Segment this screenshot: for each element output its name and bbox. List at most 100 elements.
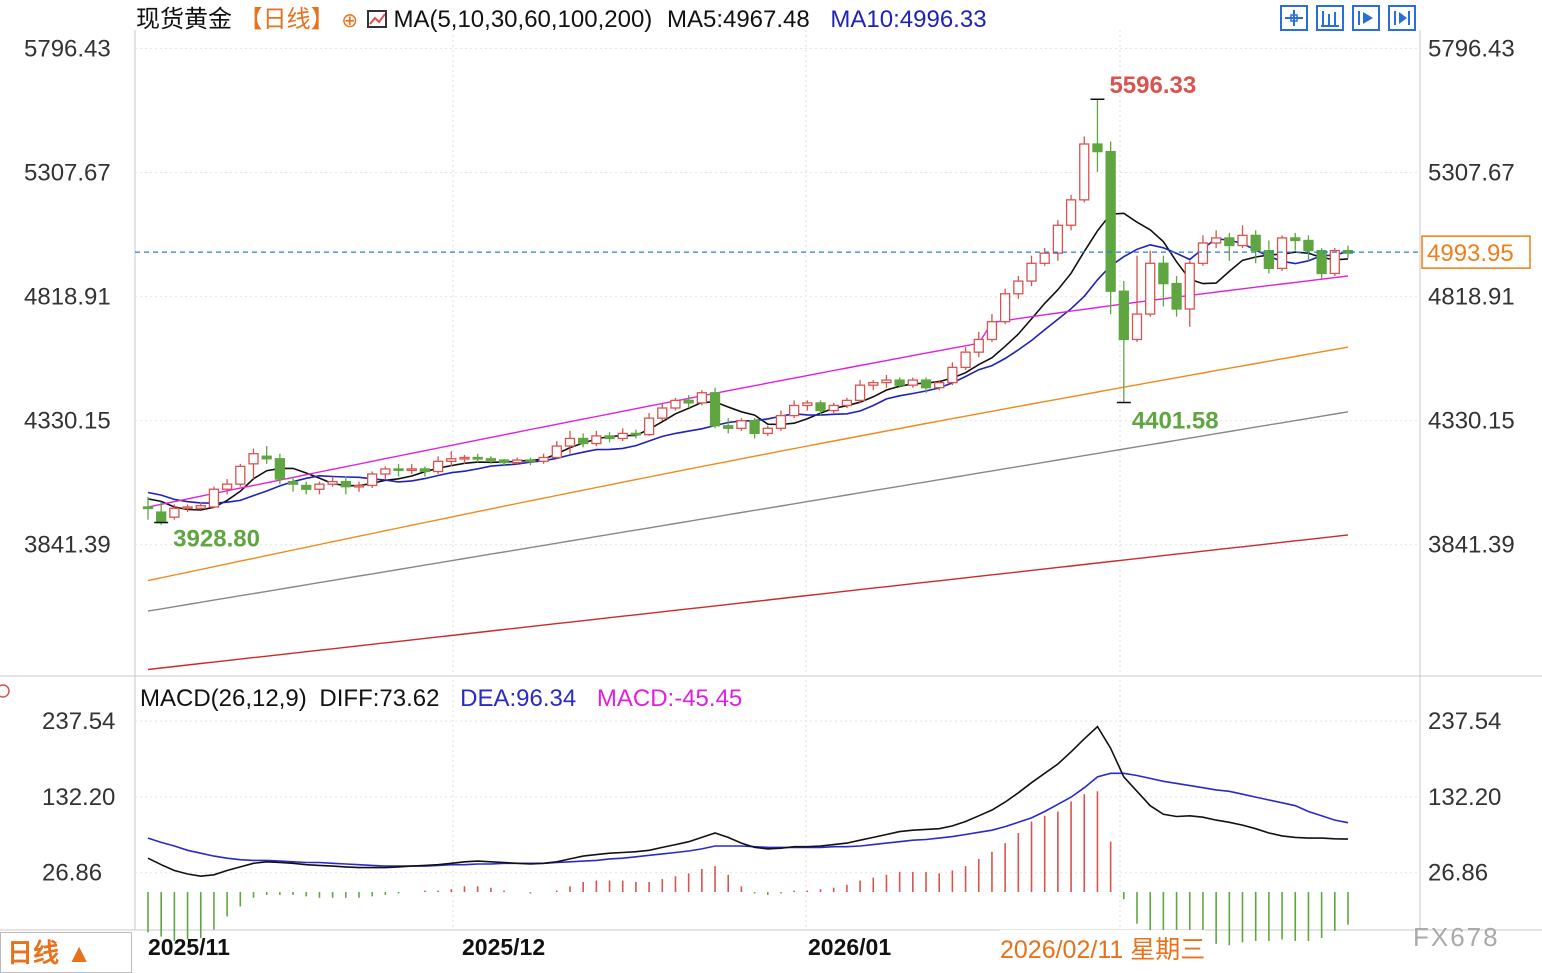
candle-body	[287, 480, 299, 485]
candle-body	[1276, 237, 1288, 270]
candle-body	[775, 414, 787, 429]
candle-body	[841, 399, 853, 407]
candle-body	[736, 420, 747, 429]
candle-body	[1224, 237, 1235, 247]
ma-line-ma200	[147, 534, 1349, 671]
period-selector-button[interactable]: 日线 ▲	[0, 932, 132, 973]
candle-body	[802, 402, 813, 407]
bar-chart-icon[interactable]	[1316, 5, 1344, 31]
candle-body	[525, 459, 536, 463]
candle-body	[1065, 199, 1077, 226]
candle-body	[301, 484, 312, 490]
candle-body	[907, 379, 918, 386]
candle-body	[828, 404, 839, 412]
candle-body	[459, 456, 470, 460]
candle-body	[1131, 313, 1143, 341]
candle-body	[1197, 242, 1209, 264]
pane-resize-icon	[0, 684, 10, 698]
candle-body	[551, 445, 562, 459]
watermark-logo: FX678	[1413, 922, 1500, 952]
play-icon[interactable]	[1352, 5, 1380, 31]
candle-body	[1118, 290, 1129, 341]
selected-date-label: 2026/02/11 星期三	[1000, 930, 1206, 966]
candle-body	[1316, 249, 1327, 275]
high-price-label: 5596.33	[1109, 72, 1196, 99]
candle-body	[327, 480, 338, 485]
candle-body	[1237, 234, 1248, 247]
candle-body	[630, 432, 642, 436]
y-tick-label-right: 4330.15	[1428, 408, 1515, 435]
candle-body	[142, 506, 154, 510]
candle-body	[920, 379, 932, 389]
macd-y-tick-right: 237.54	[1428, 708, 1501, 735]
candle-body	[934, 381, 945, 389]
candle-body	[419, 468, 431, 473]
candle-body	[973, 338, 984, 353]
macd-header: MACD(26,12,9) DIFF:73.62 DEA:96.34 MACD:…	[140, 685, 742, 713]
x-label-1: 2025/12	[462, 934, 546, 960]
candle-body	[1184, 262, 1195, 310]
candle-body	[406, 468, 417, 472]
candle-body	[156, 511, 167, 523]
crosshair-icon[interactable]	[1280, 5, 1308, 31]
candle-body	[1026, 262, 1037, 282]
candle-body	[248, 453, 259, 465]
macd-title: MACD(26,12,9)	[140, 685, 307, 712]
dea-line	[147, 772, 1349, 867]
y-tick-label-right: 5796.43	[1428, 35, 1515, 62]
y-tick-label-left: 5307.67	[24, 160, 111, 187]
candle-body	[1290, 237, 1301, 242]
macd-dea: DEA:96.34	[460, 685, 577, 712]
candle-body	[564, 437, 576, 447]
candle-body	[1263, 249, 1275, 270]
macd-y-tick-right: 132.20	[1428, 784, 1501, 811]
candle-body	[604, 435, 615, 440]
candle-body	[683, 399, 694, 404]
candle-body	[723, 425, 734, 429]
candle-body	[1210, 237, 1222, 244]
candle-body	[1329, 249, 1340, 275]
candle-body	[182, 506, 193, 510]
candle-body	[1013, 280, 1024, 295]
candle-body	[762, 427, 773, 435]
y-tick-label-right: 3841.39	[1428, 532, 1515, 559]
candle-body	[367, 473, 378, 487]
candle-body	[314, 483, 325, 490]
symbol-name: 现货黄金	[136, 6, 232, 33]
candle-body	[999, 293, 1011, 323]
step-forward-icon[interactable]	[1388, 5, 1416, 31]
candle-body	[868, 381, 879, 386]
add-indicator-icon[interactable]: ⊕	[341, 10, 359, 32]
macd-value: MACD:-45.45	[596, 685, 743, 712]
macd-y-tick-left: 132.20	[42, 784, 115, 811]
chart-header: 现货黄金 【日线】 ⊕ MA(5,10,30,60,100,200) MA5:4…	[136, 6, 987, 35]
ma-title: MA(5,10,30,60,100,200)	[393, 6, 653, 33]
candle-body	[512, 459, 523, 464]
ma-line-ma30	[147, 275, 1349, 508]
candle-body	[432, 460, 444, 473]
candle-body	[1105, 150, 1116, 292]
candle-body	[1092, 143, 1103, 153]
y-tick-label-left: 4330.15	[24, 408, 111, 435]
last-price-box	[1421, 235, 1531, 269]
candle-body	[340, 480, 351, 488]
candle-body	[235, 465, 246, 485]
candle-body	[208, 488, 220, 508]
candle-body	[380, 468, 391, 475]
period-tag[interactable]: 【日线】	[238, 6, 335, 33]
candle-body	[498, 459, 510, 464]
candle-body	[274, 458, 286, 480]
candle-body	[670, 399, 681, 409]
candle-body	[643, 417, 655, 436]
candle-body	[578, 437, 589, 445]
candle-body	[393, 468, 404, 472]
candle-body	[947, 366, 958, 384]
macd-y-tick-left: 237.54	[42, 708, 115, 735]
ma-line-ma60	[147, 346, 1349, 582]
y-tick-label-right: 5307.67	[1428, 160, 1515, 187]
ma-indicator-icon[interactable]	[366, 10, 387, 28]
candle-body	[221, 483, 233, 490]
candle-body	[960, 351, 971, 369]
candle-body	[1145, 262, 1156, 315]
